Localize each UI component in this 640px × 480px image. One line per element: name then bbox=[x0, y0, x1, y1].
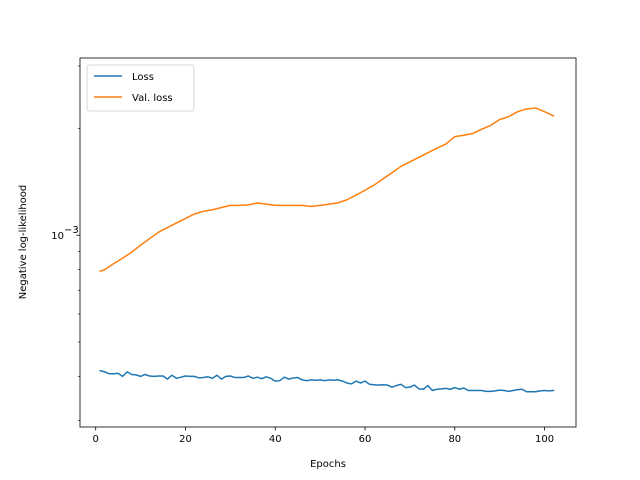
x-tick-label: 80 bbox=[448, 434, 461, 445]
plot-background bbox=[80, 58, 576, 427]
legend-label: Val. loss bbox=[132, 93, 173, 104]
series-line-0 bbox=[99, 369, 555, 393]
legend-label: Loss bbox=[132, 72, 154, 83]
x-axis-label: Epochs bbox=[310, 459, 346, 470]
y-tick-label-exponent: −3 bbox=[64, 225, 79, 236]
x-tick-label: 20 bbox=[179, 434, 192, 445]
x-tick-label: 40 bbox=[269, 434, 282, 445]
y-axis: 10−3 bbox=[51, 65, 80, 422]
x-tick-label: 60 bbox=[359, 434, 372, 445]
series-line-1 bbox=[99, 107, 555, 273]
plot-frame bbox=[79, 57, 577, 428]
x-tick-label: 100 bbox=[535, 434, 554, 445]
y-tick-label: 10 bbox=[51, 231, 64, 242]
x-axis: 0 20 40 60 80 100 bbox=[93, 427, 554, 445]
series-group bbox=[99, 107, 555, 393]
x-tick-label: 0 bbox=[93, 434, 99, 445]
legend: Loss Val. loss bbox=[86, 64, 195, 112]
y-axis-label: Negative log-likelihood bbox=[18, 185, 29, 300]
